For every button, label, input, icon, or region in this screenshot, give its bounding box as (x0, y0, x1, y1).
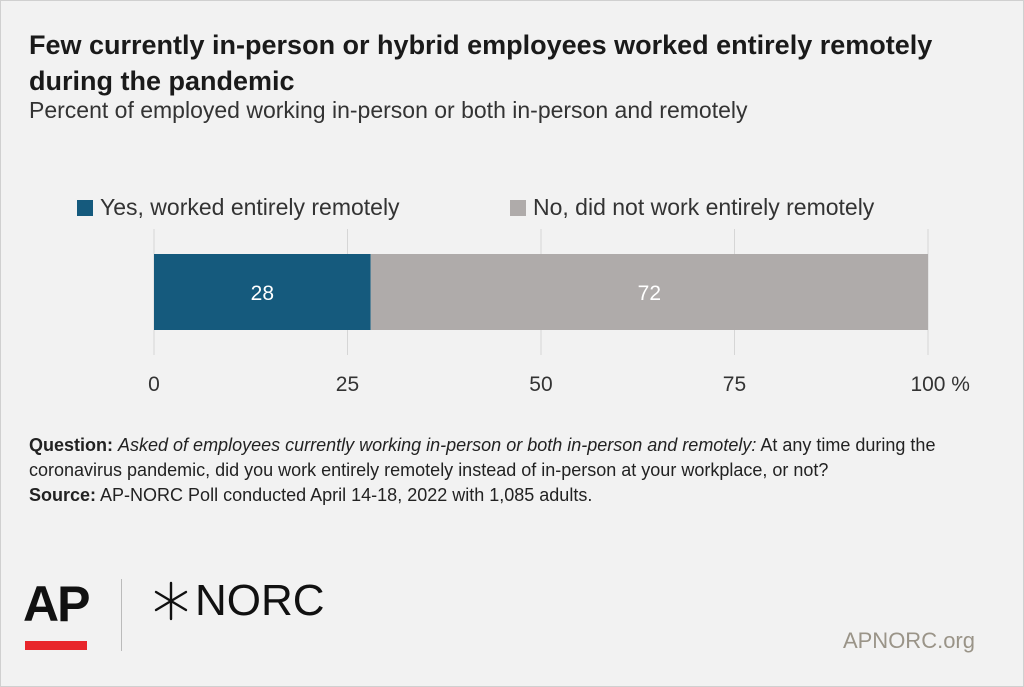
chart-title: Few currently in-person or hybrid employ… (29, 30, 933, 96)
legend-item-yes: Yes, worked entirely remotely (77, 194, 400, 221)
question-note: Question: Asked of employees currently w… (29, 433, 1004, 483)
norc-logo-text: NORC (195, 576, 325, 625)
legend-label-no: No, did not work entirely remotely (533, 194, 875, 220)
tick-label-0: 0 (148, 373, 160, 396)
source-label: Source: (29, 485, 97, 505)
norc-star-icon (154, 581, 188, 621)
legend-swatch-no (510, 199, 526, 216)
bar-chart: 28 72 0 25 50 75 100 % (148, 229, 970, 396)
chart-subtitle: Percent of employed working in-person or… (29, 97, 748, 123)
source-note: Source: AP-NORC Poll conducted April 14-… (29, 483, 1004, 508)
question-label: Question: (29, 435, 113, 455)
bar-segment-0 (154, 254, 371, 330)
tick-label-2: 50 (529, 373, 552, 396)
legend-item-no: No, did not work entirely remotely (510, 194, 874, 221)
norc-logo: NORC (151, 576, 325, 626)
tick-label-3: 75 (723, 373, 746, 396)
footnote: Question: Asked of employees currently w… (29, 433, 1004, 508)
legend-label-yes: Yes, worked entirely remotely (100, 194, 400, 220)
bar-segment-1 (370, 254, 929, 330)
ap-logo: AP (23, 576, 90, 632)
data-label-1: 72 (638, 282, 661, 305)
ap-logo-bar (25, 641, 87, 650)
data-label-0: 28 (251, 282, 274, 305)
site-link[interactable]: APNORC.org (842, 628, 975, 653)
question-intro: Asked of employees currently working in-… (118, 435, 757, 455)
tick-label-1: 25 (336, 373, 359, 396)
question-text: At any time during the coronavirus pande… (29, 435, 936, 480)
logo-divider (121, 579, 122, 651)
tick-label-4: 100 % (910, 373, 970, 396)
legend: Yes, worked entirely remotely No, did no… (1, 194, 1024, 224)
legend-swatch-yes (77, 199, 93, 216)
source-text: AP-NORC Poll conducted April 14-18, 2022… (100, 485, 593, 505)
